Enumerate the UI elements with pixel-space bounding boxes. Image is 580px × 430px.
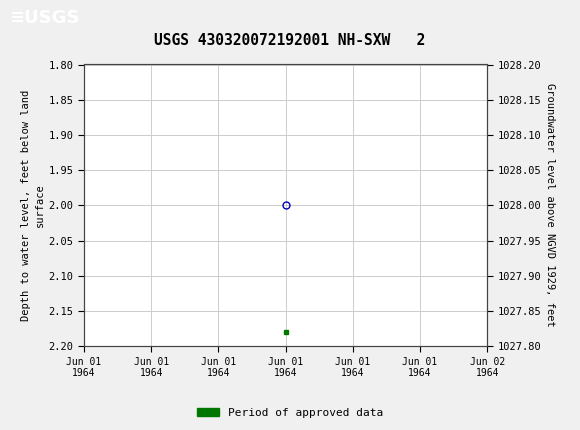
Text: USGS 430320072192001 NH-SXW   2: USGS 430320072192001 NH-SXW 2: [154, 34, 426, 48]
Y-axis label: Depth to water level, feet below land
surface: Depth to water level, feet below land su…: [21, 90, 45, 321]
Text: ≡USGS: ≡USGS: [9, 9, 79, 27]
Y-axis label: Groundwater level above NGVD 1929, feet: Groundwater level above NGVD 1929, feet: [545, 83, 555, 327]
Legend: Period of approved data: Period of approved data: [193, 403, 387, 422]
